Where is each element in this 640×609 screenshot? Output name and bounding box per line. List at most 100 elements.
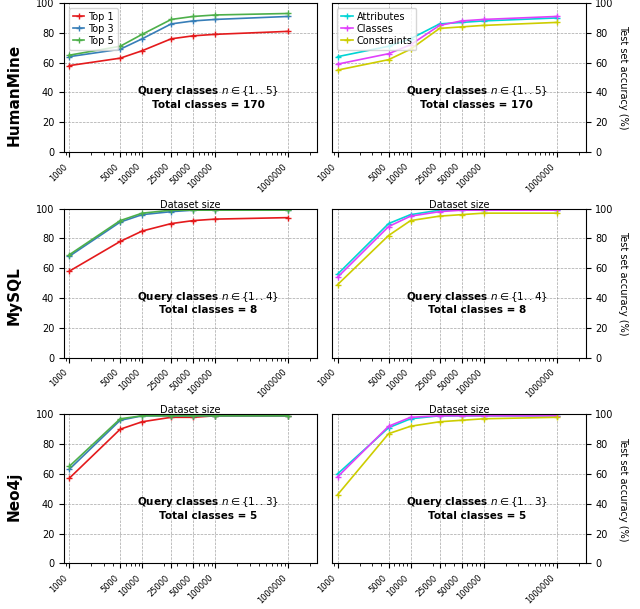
Constraints — [333, 66, 341, 74]
Constraints — [385, 232, 392, 239]
Top 1 — [168, 220, 175, 227]
Top 5 — [284, 412, 292, 420]
Attributes — [406, 35, 414, 43]
Constraints — [458, 417, 465, 424]
Attributes — [333, 270, 341, 278]
Top 5 — [211, 12, 219, 19]
Top 5 — [138, 412, 146, 420]
Attributes — [385, 424, 392, 431]
Line: Top 1: Top 1 — [67, 215, 291, 274]
Top 3 — [211, 16, 219, 23]
Classes — [385, 423, 392, 430]
Attributes — [406, 415, 414, 423]
Top 3 — [65, 253, 73, 260]
Line: Classes: Classes — [335, 208, 559, 280]
Attributes — [458, 206, 465, 214]
Attributes — [458, 412, 465, 420]
Top 3 — [211, 412, 219, 420]
Classes — [333, 60, 341, 68]
Top 5 — [189, 206, 197, 214]
Attributes — [436, 20, 444, 27]
Constraints — [406, 217, 414, 224]
Text: Query classes $n \in \{1..4\}$
Total classes = 8: Query classes $n \in \{1..4\}$ Total cla… — [406, 290, 548, 315]
Constraints — [480, 22, 488, 29]
Top 1 — [284, 27, 292, 35]
Top 1 — [116, 55, 124, 62]
Classes — [553, 206, 561, 214]
Top 1 — [284, 214, 292, 221]
Top 5 — [211, 206, 219, 214]
Attributes — [480, 412, 488, 420]
Top 3 — [138, 412, 146, 420]
Constraints — [406, 46, 414, 53]
Top 1 — [65, 62, 73, 69]
Line: Attributes: Attributes — [335, 208, 559, 277]
Top 3 — [284, 206, 292, 214]
Top 5 — [189, 412, 197, 420]
Top 1 — [138, 47, 146, 54]
Classes — [406, 41, 414, 49]
Classes — [333, 473, 341, 481]
Top 5 — [116, 43, 124, 50]
Line: Constraints: Constraints — [335, 19, 559, 73]
X-axis label: Dataset size: Dataset size — [161, 406, 221, 415]
Top 3 — [116, 46, 124, 53]
Line: Constraints: Constraints — [335, 210, 559, 287]
Classes — [385, 223, 392, 230]
Top 1 — [211, 412, 219, 420]
Line: Constraints: Constraints — [335, 415, 559, 498]
Constraints — [480, 209, 488, 217]
Constraints — [406, 423, 414, 430]
Top 5 — [116, 415, 124, 423]
Top 3 — [168, 208, 175, 216]
Top 5 — [211, 412, 219, 420]
Attributes — [458, 19, 465, 26]
Attributes — [385, 220, 392, 227]
Classes — [385, 50, 392, 57]
Top 1 — [284, 412, 292, 420]
Constraints — [436, 418, 444, 426]
Line: Top 3: Top 3 — [67, 13, 291, 60]
Constraints — [436, 213, 444, 220]
Classes — [480, 16, 488, 23]
Top 5 — [65, 252, 73, 259]
Top 5 — [168, 412, 175, 420]
Line: Classes: Classes — [335, 13, 559, 67]
Constraints — [333, 281, 341, 288]
Top 3 — [189, 206, 197, 214]
Top 1 — [116, 426, 124, 433]
Top 1 — [116, 238, 124, 245]
Constraints — [436, 25, 444, 32]
Top 5 — [138, 30, 146, 38]
Classes — [406, 414, 414, 421]
Top 1 — [189, 217, 197, 224]
Top 3 — [284, 13, 292, 20]
Top 1 — [168, 35, 175, 43]
Line: Top 3: Top 3 — [67, 413, 291, 472]
Constraints — [385, 56, 392, 63]
Y-axis label: Test set accuracy (%): Test set accuracy (%) — [618, 231, 628, 336]
Classes — [480, 412, 488, 420]
Top 5 — [65, 52, 73, 59]
Line: Top 5: Top 5 — [67, 208, 291, 258]
Text: Query classes $n \in \{1..3\}$
Total classes = 5: Query classes $n \in \{1..3\}$ Total cla… — [138, 495, 279, 521]
Attributes — [553, 14, 561, 21]
Attributes — [553, 412, 561, 420]
Line: Top 5: Top 5 — [67, 11, 291, 58]
Legend: Top 1, Top 3, Top 5: Top 1, Top 3, Top 5 — [69, 8, 118, 49]
Classes — [458, 206, 465, 214]
X-axis label: Dataset size: Dataset size — [429, 200, 489, 209]
Classes — [406, 213, 414, 220]
Top 3 — [189, 412, 197, 420]
Y-axis label: Test set accuracy (%): Test set accuracy (%) — [618, 437, 628, 541]
Top 5 — [116, 217, 124, 224]
Top 5 — [138, 209, 146, 217]
Top 1 — [211, 216, 219, 223]
Top 5 — [168, 16, 175, 23]
X-axis label: Dataset size: Dataset size — [161, 200, 221, 209]
Attributes — [436, 412, 444, 420]
Constraints — [480, 415, 488, 423]
Attributes — [385, 43, 392, 50]
Attributes — [480, 206, 488, 214]
Top 3 — [65, 53, 73, 60]
